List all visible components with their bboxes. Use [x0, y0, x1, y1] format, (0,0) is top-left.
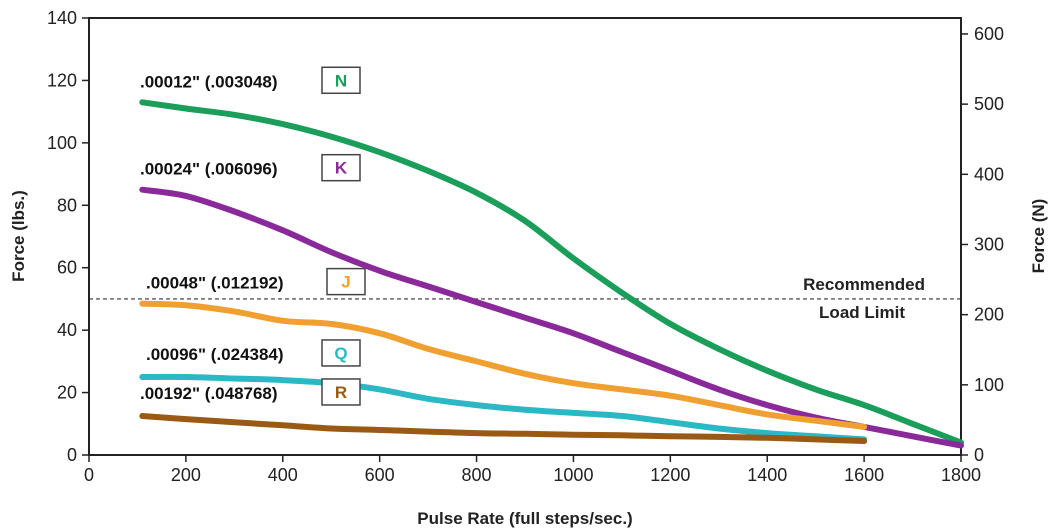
y-tick-label-right: 400	[974, 164, 1004, 184]
plot-area-frame	[88, 17, 962, 456]
axes-layer: 0 200 400 600 800 1000 1200 1400 1600 18000204060…	[47, 8, 1004, 485]
series-layer	[139, 99, 964, 449]
series-labels-layer: .00012" (.003048) N .00024" (.006096) K .000…	[140, 66, 366, 406]
series-badge-box-q	[321, 339, 361, 367]
y-tick-label-left: 60	[57, 258, 77, 278]
y-tick-label-left: 80	[57, 195, 77, 215]
x-tick-label: 800	[462, 465, 492, 485]
x-tick-label: 1600	[844, 465, 884, 485]
y-tick-label-left: 120	[47, 70, 77, 90]
y-tick-label-right: 300	[974, 234, 1004, 254]
series-badge-letter-r: R	[335, 383, 347, 402]
y-axis-title-left: Force (lbs.)	[9, 190, 28, 282]
series-badge-letter-n: N	[335, 71, 347, 90]
series-line-q	[139, 373, 868, 443]
series-badge-letter-j: J	[341, 273, 350, 292]
reference-line-label-line1: Recommended	[803, 275, 925, 294]
y-tick-label-right: 500	[974, 94, 1004, 114]
series-line-r	[139, 413, 868, 444]
series-badge-letter-q: Q	[334, 344, 347, 363]
x-tick-label: 0	[84, 465, 94, 485]
series-label-k: .00024" (.006096)	[140, 160, 278, 179]
x-tick-label: 1200	[650, 465, 690, 485]
series-badge-box-j	[326, 267, 366, 296]
series-badge-box-n	[321, 66, 361, 95]
x-axis-title: Pulse Rate (full steps/sec.)	[417, 509, 632, 528]
y-tick-label-left: 20	[57, 383, 77, 403]
y-tick-label-left: 100	[47, 133, 77, 153]
y-tick-label-right: 600	[974, 24, 1004, 44]
y-axis-title-right: Force (N)	[1029, 199, 1048, 274]
series-label-r: .00192" (.048768)	[140, 384, 278, 403]
series-badge-box-k	[321, 153, 361, 182]
x-tick-label: 1000	[553, 465, 593, 485]
series-badge-box-r	[321, 378, 361, 406]
y-tick-label-left: 0	[67, 445, 77, 465]
reference-line-label-line2: Load Limit	[819, 303, 905, 322]
x-tick-label: 200	[171, 465, 201, 485]
x-tick-label: 600	[365, 465, 395, 485]
x-tick-label: 1800	[941, 465, 981, 485]
y-tick-label-right: 0	[974, 445, 984, 465]
series-badge-letter-k: K	[335, 159, 348, 178]
y-tick-label-right: 100	[974, 375, 1004, 395]
y-tick-label-right: 200	[974, 305, 1004, 325]
y-tick-label-left: 40	[57, 320, 77, 340]
series-line-j	[139, 300, 868, 430]
y-tick-label-left: 140	[47, 8, 77, 28]
series-label-j: .00048" (.012192)	[146, 274, 284, 293]
series-line-n	[139, 99, 964, 446]
x-tick-label: 1400	[747, 465, 787, 485]
series-label-q: .00096" (.024384)	[146, 345, 284, 364]
series-label-n: .00012" (.003048)	[140, 72, 278, 91]
x-tick-label: 400	[268, 465, 298, 485]
